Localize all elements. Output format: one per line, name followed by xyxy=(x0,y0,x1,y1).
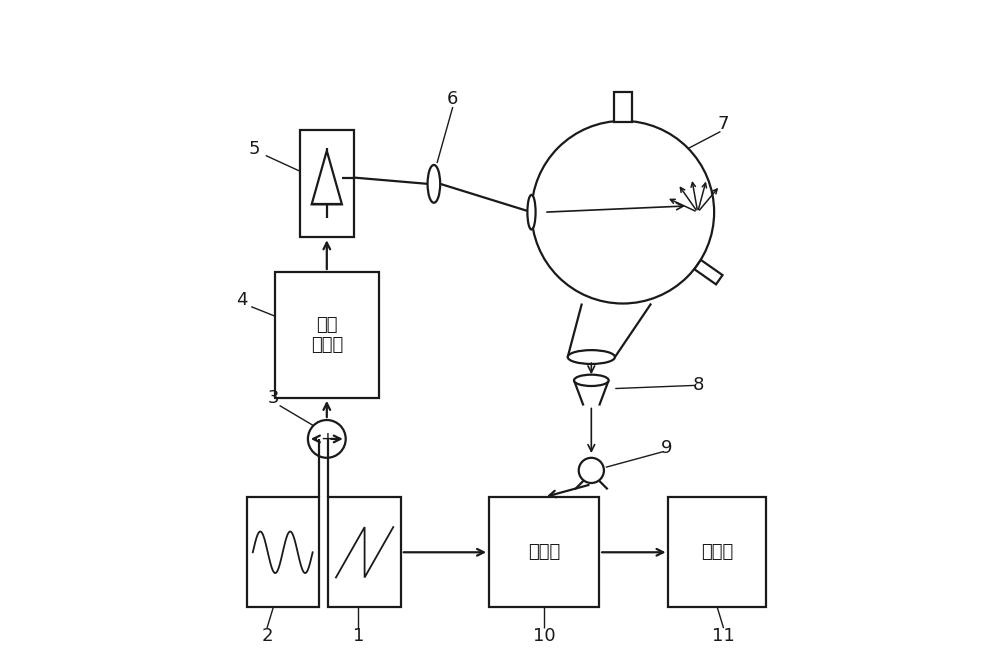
Text: 7: 7 xyxy=(718,115,729,133)
Text: 9: 9 xyxy=(661,440,673,458)
Text: 电流
控制器: 电流 控制器 xyxy=(311,316,343,354)
Text: 1: 1 xyxy=(353,626,364,645)
Text: 11: 11 xyxy=(712,626,735,645)
Text: 6: 6 xyxy=(447,90,458,108)
Text: 4: 4 xyxy=(236,291,248,310)
Ellipse shape xyxy=(527,195,536,230)
Polygon shape xyxy=(694,260,723,284)
Text: 3: 3 xyxy=(268,389,279,407)
Text: 8: 8 xyxy=(693,377,704,395)
Text: 5: 5 xyxy=(249,140,260,158)
Ellipse shape xyxy=(574,375,609,386)
Bar xyxy=(247,497,319,608)
Text: 2: 2 xyxy=(261,626,273,645)
Text: 10: 10 xyxy=(533,626,555,645)
Bar xyxy=(328,497,401,608)
Bar xyxy=(489,497,599,608)
Circle shape xyxy=(308,420,346,458)
Ellipse shape xyxy=(428,165,440,203)
Text: 采集卡: 采集卡 xyxy=(528,543,560,561)
Bar xyxy=(275,272,379,398)
Ellipse shape xyxy=(568,350,615,364)
Text: +: + xyxy=(320,430,334,448)
Bar xyxy=(614,92,632,122)
Bar xyxy=(668,497,766,608)
Text: 计算机: 计算机 xyxy=(701,543,733,561)
Bar xyxy=(300,130,354,237)
